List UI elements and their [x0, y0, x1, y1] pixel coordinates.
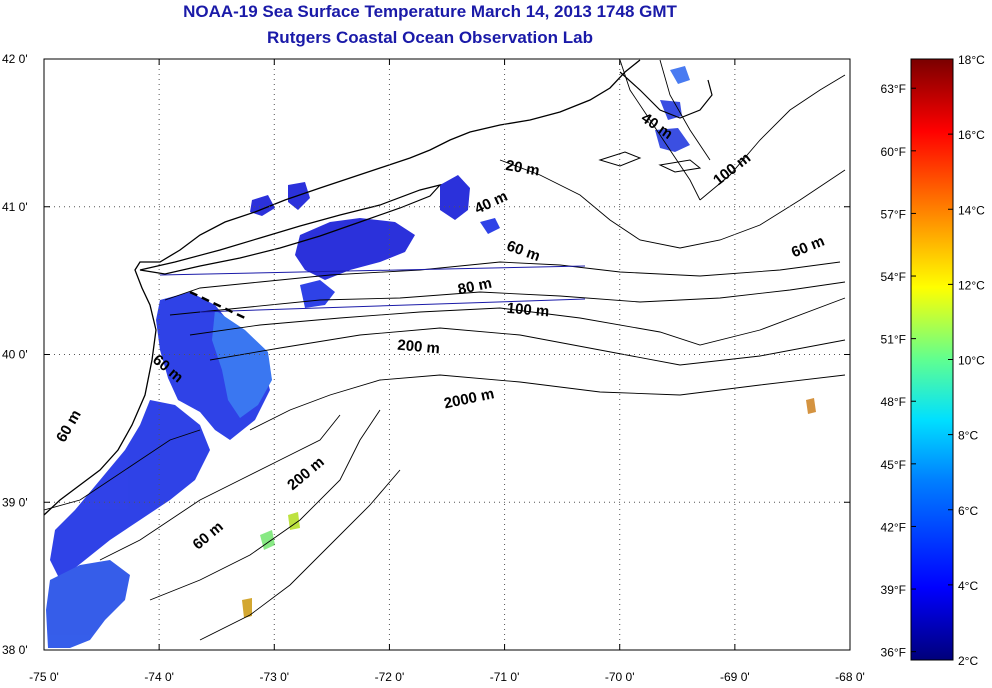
sst-patch-warm-slope [242, 598, 252, 618]
sst-patch-ri [440, 175, 470, 220]
x-tick-label: -72 0' [375, 670, 405, 684]
colorbar-label-f: 45°F [881, 458, 906, 472]
sst-patch-sound-mid [288, 182, 310, 210]
islands [598, 151, 702, 173]
bathymetry-contours [43, 59, 846, 641]
graticule [44, 59, 850, 650]
y-tick-label: 40 0' [2, 348, 28, 362]
colorbar-label-c: 2°C [958, 654, 978, 668]
colorbar-label-c: 8°C [958, 429, 978, 443]
x-tick-label: -68 0' [835, 670, 865, 684]
colorbar-label-f: 60°F [881, 145, 906, 159]
colorbar-label-c: 16°C [958, 128, 985, 142]
map-title: NOAA-19 Sea Surface Temperature March 14… [183, 2, 677, 21]
y-tick-label: 38 0' [2, 643, 28, 657]
x-tick-label: -71 0' [490, 670, 520, 684]
sst-patch-cape-cod [660, 100, 682, 120]
map-subtitle: Rutgers Coastal Ocean Observation Lab [267, 28, 593, 47]
colorbar-label-f: 48°F [881, 395, 906, 409]
colorbar-label-c: 18°C [958, 53, 985, 67]
y-tick-label: 39 0' [2, 495, 28, 509]
x-tick-label: -73 0' [259, 670, 289, 684]
colorbar-label-f: 57°F [881, 207, 906, 221]
sst-patch-ny-bight-outer [212, 310, 272, 418]
colorbar-label-f: 63°F [881, 82, 906, 96]
colorbar-celsius-labels: 18°C 16°C 14°C 12°C 10°C 8°C 6°C 4°C 2°C [948, 53, 985, 668]
depth-label: 20 m [504, 157, 541, 180]
colorbar-label-c: 14°C [958, 203, 985, 217]
colorbar-label-c: 6°C [958, 504, 978, 518]
sst-patch-offshore [806, 398, 816, 414]
coastline [43, 59, 641, 516]
x-tick-label: -70 0' [605, 670, 635, 684]
colorbar-fahrenheit-labels: 63°F 60°F 57°F 54°F 51°F 48°F 45°F 42°F 39°F 36°F [881, 82, 916, 660]
sst-patch-nantucket [655, 128, 690, 152]
x-tick-label: -75 0' [29, 670, 59, 684]
shipping-lanes [159, 265, 586, 313]
sst-patch-nj-coast [50, 400, 210, 580]
sst-patch-sound-west [250, 195, 275, 216]
depth-label: 200 m [397, 337, 441, 358]
sst-patch-warm-shelf-2 [288, 512, 300, 530]
y-tick-label: 41 0' [2, 200, 28, 214]
colorbar-label-f: 39°F [881, 583, 906, 597]
colorbar-label-f: 51°F [881, 333, 906, 347]
sst-patches [46, 66, 816, 648]
y-tick-label: 42 0' [2, 52, 28, 66]
x-axis: -75 0' -74 0' -73 0' -72 0' -71 0' -70 0' -69 … [29, 59, 865, 684]
colorbar-label-f: 42°F [881, 520, 906, 534]
x-tick-label: -74 0' [144, 670, 174, 684]
ambrose-channel [189, 290, 246, 320]
sst-patch-gom [670, 66, 690, 84]
cape-cod [619, 71, 713, 119]
colorbar-label-f: 36°F [881, 646, 906, 660]
colorbar [910, 58, 954, 661]
x-tick-label: -69 0' [720, 670, 750, 684]
colorbar-label-c: 12°C [958, 278, 985, 292]
depth-label: 100 m [506, 300, 550, 321]
sst-patch-li-sound [295, 218, 415, 280]
y-axis: 42 0' 41 0' 40 0' 39 0' 38 0' [2, 52, 850, 657]
colorbar-label-c: 4°C [958, 579, 978, 593]
sst-patch-ri-east [480, 218, 500, 234]
long-island [139, 183, 442, 275]
colorbar-label-f: 54°F [881, 270, 906, 284]
depth-label: 80 m [456, 275, 493, 299]
sst-patch-delmarva [46, 560, 130, 648]
colorbar-label-c: 10°C [958, 354, 985, 368]
